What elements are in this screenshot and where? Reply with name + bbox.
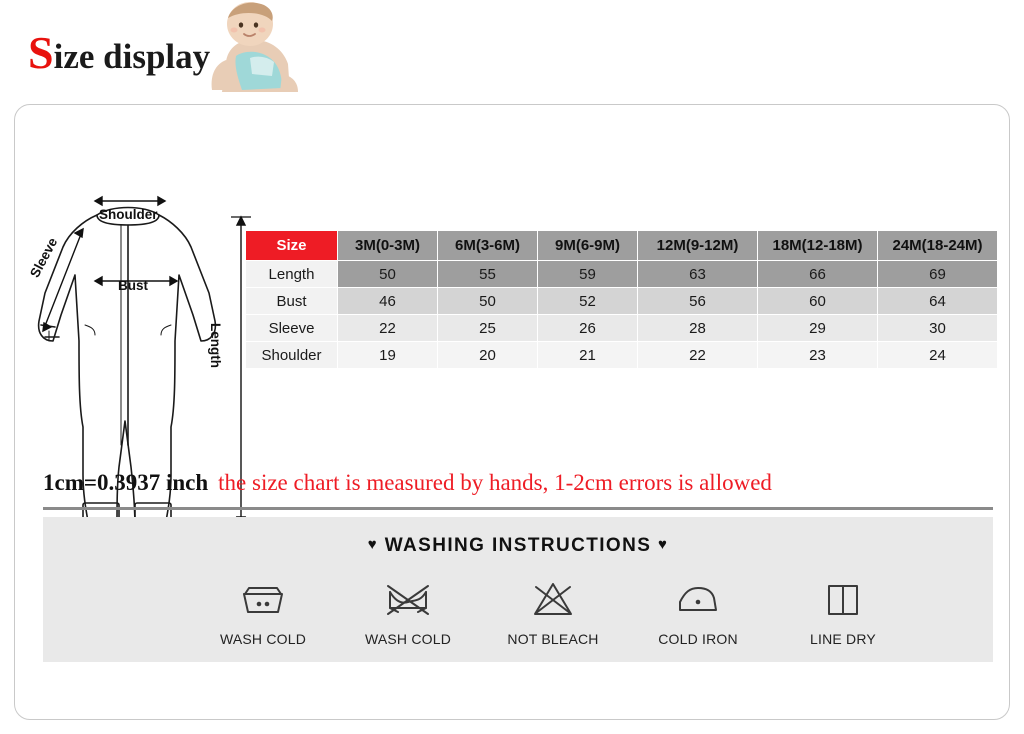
page-title: S ize display	[28, 30, 210, 76]
column-header-size: Size	[245, 230, 338, 261]
cell: 52	[537, 287, 638, 315]
washing-item-line-dry: LINE DRY	[773, 575, 913, 647]
washing-item-not-bleach: NOT BLEACH	[483, 575, 623, 647]
row-label-sleeve: Sleeve	[245, 314, 338, 342]
cell: 66	[757, 260, 878, 288]
cell: 59	[537, 260, 638, 288]
page-title-initial: S	[28, 27, 54, 78]
column-header-6m: 6M(3-6M)	[437, 230, 538, 261]
cell: 28	[637, 314, 758, 342]
cell: 22	[337, 314, 438, 342]
column-header-12m: 12M(9-12M)	[637, 230, 758, 261]
row-label-bust: Bust	[245, 287, 338, 315]
cell: 46	[337, 287, 438, 315]
page-title-rest: ize display	[53, 37, 211, 76]
do-not-wring-icon	[382, 575, 434, 623]
cell: 23	[757, 341, 878, 369]
cell: 50	[437, 287, 538, 315]
row-label-length: Length	[245, 260, 338, 288]
cell: 60	[757, 287, 878, 315]
washing-item-do-not-wring: WASH COLD	[338, 575, 478, 647]
cell: 24	[877, 341, 998, 369]
table-row: Sleeve 22 25 26 28 29 30	[245, 314, 998, 342]
label-bust: Bust	[118, 278, 148, 293]
cell: 25	[437, 314, 538, 342]
table-row: Bust 46 50 52 56 60 64	[245, 287, 998, 315]
washing-item-label: COLD IRON	[658, 631, 738, 647]
column-header-9m: 9M(6-9M)	[537, 230, 638, 261]
column-header-18m: 18M(12-18M)	[757, 230, 878, 261]
label-length: Length	[208, 323, 223, 368]
cell: 29	[757, 314, 878, 342]
do-not-bleach-icon	[529, 575, 577, 623]
cell: 30	[877, 314, 998, 342]
wash-cold-tub-icon	[240, 575, 286, 623]
washing-instructions-title: ♥ WASHING INSTRUCTIONS ♥	[43, 535, 993, 557]
cell: 22	[637, 341, 758, 369]
washing-icon-row: WASH COLD	[193, 575, 913, 647]
row-label-shoulder: Shoulder	[245, 341, 338, 369]
garment-diagram: Shoulder Bust Sleeve Length	[25, 145, 265, 545]
cell: 56	[637, 287, 758, 315]
column-header-24m: 24M(18-24M)	[877, 230, 998, 261]
cell: 21	[537, 341, 638, 369]
washing-item-label: WASH COLD	[364, 631, 452, 647]
washing-item-label: NOT BLEACH	[507, 631, 599, 647]
measurement-note: 1cm=0.3937 inch the size chart is measur…	[43, 470, 993, 496]
line-dry-icon	[822, 575, 864, 623]
heart-icon: ♥	[367, 536, 379, 553]
content-card: Shoulder Bust Sleeve Length Size 3M(0-3M…	[14, 104, 1010, 720]
size-chart-table: Size 3M(0-3M) 6M(3-6M) 9M(6-9M) 12M(9-12…	[245, 230, 998, 369]
table-row: Length 50 55 59 63 66 69	[245, 260, 998, 288]
cold-iron-icon	[674, 575, 722, 623]
cell: 20	[437, 341, 538, 369]
cell: 64	[877, 287, 998, 315]
divider	[43, 507, 993, 510]
measurement-disclaimer: the size chart is measured by hands, 1-2…	[218, 470, 772, 495]
cm-to-inch-note: 1cm=0.3937 inch	[43, 470, 209, 495]
washing-instructions-panel: ♥ WASHING INSTRUCTIONS ♥	[43, 517, 993, 662]
cell: 69	[877, 260, 998, 288]
washing-item-cold-iron: COLD IRON	[628, 575, 768, 647]
washing-item-label: LINE DRY	[810, 631, 876, 647]
label-shoulder: Shoulder	[99, 207, 158, 222]
heart-icon: ♥	[657, 536, 669, 553]
cell: 19	[337, 341, 438, 369]
table-header-row: Size 3M(0-3M) 6M(3-6M) 9M(6-9M) 12M(9-12…	[245, 230, 998, 261]
baby-photo	[211, 2, 298, 92]
cell: 55	[437, 260, 538, 288]
washing-title-text: WASHING INSTRUCTIONS	[384, 535, 652, 556]
cell: 50	[337, 260, 438, 288]
cell: 63	[637, 260, 758, 288]
washing-item-label: WASH COLD	[219, 631, 307, 647]
washing-item-wash-cold: WASH COLD	[193, 575, 333, 647]
cell: 26	[537, 314, 638, 342]
column-header-3m: 3M(0-3M)	[337, 230, 438, 261]
table-row: Shoulder 19 20 21 22 23 24	[245, 341, 998, 369]
